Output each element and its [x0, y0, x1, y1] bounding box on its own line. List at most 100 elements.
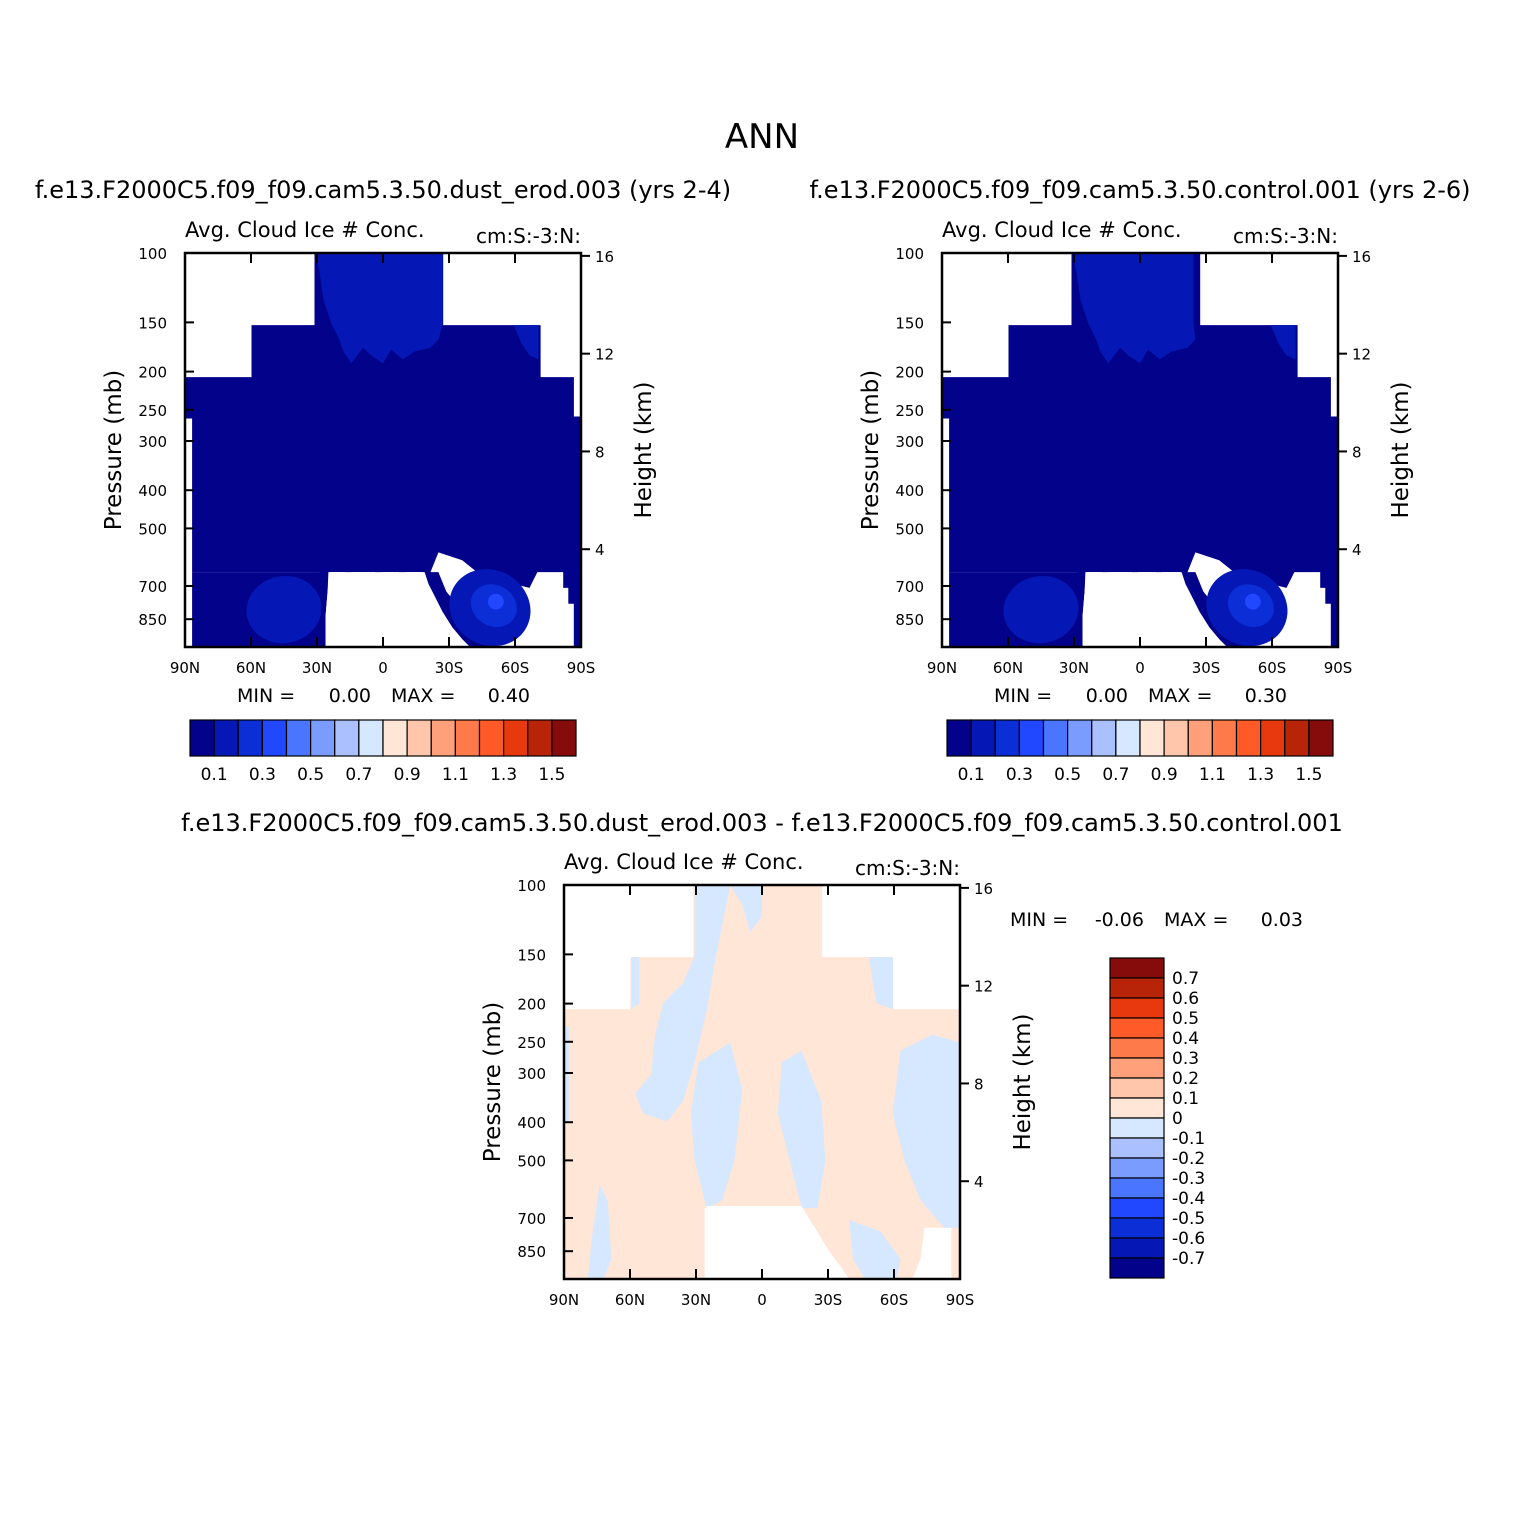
max-value: 0.40	[488, 685, 530, 707]
min-value: 0.00	[329, 685, 371, 707]
y2-tick-label: 12	[595, 346, 614, 364]
colorbar-swatch	[1091, 719, 1117, 757]
colorbar-swatch	[310, 719, 336, 757]
colorbar-label: 0.4	[1172, 1029, 1199, 1049]
variable-title: Avg. Cloud Ice # Conc.	[185, 218, 425, 242]
white-edge-left	[942, 418, 950, 647]
negative-diff-patch-6	[777, 1050, 826, 1209]
y2-tick-label: 12	[1352, 346, 1371, 364]
x-tick-label: 30N	[681, 1291, 711, 1309]
colorbar-swatch	[1018, 719, 1045, 757]
x-tick-label: 0	[378, 659, 388, 677]
panel-p3: f.e13.F2000C5.f09_f09.cam5.3.50.dust_ero…	[181, 809, 1343, 1309]
colorbar-swatch	[994, 719, 1020, 757]
colorbar-swatch	[261, 719, 288, 757]
white-ground-mask	[704, 1206, 850, 1279]
variable-title: Avg. Cloud Ice # Conc.	[942, 218, 1182, 242]
min-label: MIN =	[994, 685, 1052, 707]
y-tick-label: 300	[138, 433, 167, 451]
colorbar-label: -0.3	[1172, 1169, 1205, 1189]
colorbar-swatch	[1067, 719, 1093, 757]
upper-ice-blob-south	[513, 325, 539, 360]
negative-diff-patch-5	[690, 1042, 743, 1209]
colorbar-label: 0.3	[1172, 1049, 1199, 1069]
colorbar-label: 1.1	[442, 765, 469, 785]
y2-axis-label: Height (km)	[631, 381, 657, 518]
y2-tick-label: 8	[1352, 443, 1362, 461]
colorbar-swatch	[1211, 719, 1238, 757]
x-tick-label: 30S	[435, 659, 464, 677]
upper-ice-region	[315, 253, 443, 364]
max-label: MAX =	[391, 685, 455, 707]
min-value: 0.00	[1086, 685, 1128, 707]
y-tick-label: 400	[517, 1114, 546, 1132]
x-tick-label: 60N	[993, 659, 1023, 677]
y-tick-label: 850	[517, 1243, 546, 1261]
y2-tick-label: 8	[974, 1075, 984, 1093]
colorbar-swatch	[1109, 1017, 1165, 1039]
x-tick-label: 90N	[927, 659, 957, 677]
y2-axis-label: Height (km)	[1388, 381, 1414, 518]
colorbar-swatch	[1042, 719, 1069, 757]
colorbar-label: -0.6	[1172, 1229, 1205, 1249]
colorbar-label: 0.1	[958, 765, 985, 785]
case-title: f.e13.F2000C5.f09_f09.cam5.3.50.control.…	[809, 176, 1470, 204]
negative-diff-patch-1	[635, 885, 731, 1122]
units-label: cm:S:-3:N:	[476, 224, 581, 248]
min-label: MIN =	[1010, 909, 1068, 931]
dark-blue-field	[185, 253, 581, 647]
y-tick-label: 100	[895, 245, 924, 263]
colorbar-label: -0.7	[1172, 1249, 1205, 1269]
colorbar-label: 0.9	[394, 765, 421, 785]
colorbar-label: 0.3	[1006, 765, 1033, 785]
low-ice-blob-north	[1003, 575, 1079, 644]
y-tick-label: 150	[895, 314, 924, 332]
colorbar-label: 0.9	[1151, 765, 1178, 785]
x-tick-label: 60N	[236, 659, 266, 677]
colorbar-swatch	[527, 719, 553, 757]
x-tick-label: 30N	[302, 659, 332, 677]
max-label: MAX =	[1148, 685, 1212, 707]
x-tick-label: 60S	[1258, 659, 1287, 677]
colorbar-label: 0.5	[297, 765, 324, 785]
colorbar-swatch	[1109, 1037, 1165, 1059]
units-label: cm:S:-3:N:	[855, 856, 960, 880]
colorbar-label: 1.5	[538, 765, 565, 785]
colorbar-swatch	[1139, 719, 1165, 757]
min-max-readout: MIN = 0.00 MAX = 0.40	[237, 685, 530, 707]
min-value: -0.06	[1095, 909, 1144, 931]
upper-ice-region	[1072, 253, 1196, 364]
colorbar-swatch	[1235, 719, 1262, 757]
colorbar-label: 0.1	[201, 765, 228, 785]
colorbar-swatch	[478, 719, 505, 757]
y-tick-label: 500	[895, 520, 924, 538]
x-tick-label: 60S	[880, 1291, 909, 1309]
colorbar-swatch	[1109, 977, 1165, 999]
x-tick-label: 30N	[1059, 659, 1089, 677]
dark-blue-field-lower-right	[573, 572, 581, 647]
low-ice-blob-south-core	[487, 593, 504, 610]
y2-tick-label: 16	[595, 248, 614, 266]
case-title: f.e13.F2000C5.f09_f09.cam5.3.50.dust_ero…	[35, 176, 731, 204]
colorbar-swatch	[1163, 719, 1189, 757]
colorbar-swatch	[1109, 1197, 1165, 1219]
y2-tick-label: 4	[595, 541, 605, 559]
colorbar-label: 1.1	[1199, 765, 1226, 785]
y2-tick-label: 12	[974, 978, 993, 996]
y2-tick-label: 8	[595, 443, 605, 461]
colorbar-swatch	[1109, 957, 1165, 979]
colorbar-swatch	[1109, 997, 1165, 1019]
colorbar-swatch	[1260, 719, 1286, 757]
x-tick-label: 0	[1135, 659, 1145, 677]
colorbar: 0.1 0.3 0.5 0.7 0.9 1.1 1.3 1.5	[189, 719, 577, 785]
colorbar-label: 1.3	[490, 765, 517, 785]
colorbar-label: -0.5	[1172, 1209, 1205, 1229]
y-axis-label: Pressure (mb)	[480, 1002, 506, 1162]
y-tick-label: 700	[895, 578, 924, 596]
x-tick-label: 30S	[814, 1291, 843, 1309]
negative-diff-patch-2	[730, 885, 762, 933]
y-tick-label: 500	[517, 1152, 546, 1170]
x-tick-label: 90S	[567, 659, 596, 677]
colorbar-label: 0.3	[249, 765, 276, 785]
